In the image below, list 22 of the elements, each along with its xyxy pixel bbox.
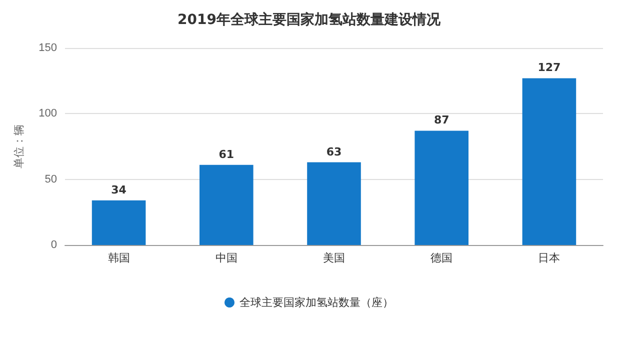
data-label: 61 <box>218 148 234 161</box>
x-tick-label: 韩国 <box>108 252 130 264</box>
bar <box>307 162 361 245</box>
data-label: 87 <box>434 114 450 127</box>
y-tick-label: 0 <box>50 239 57 251</box>
x-tick-label: 中国 <box>215 252 238 264</box>
y-tick-label: 150 <box>38 42 57 54</box>
bar <box>522 78 576 245</box>
x-tick-label: 日本 <box>538 252 560 264</box>
data-label: 63 <box>326 145 342 158</box>
y-axis-title: 单位：辆 <box>12 124 26 168</box>
bar <box>200 164 254 245</box>
y-tick-label: 50 <box>44 173 57 186</box>
data-label: 34 <box>111 183 127 196</box>
bar <box>92 200 146 245</box>
y-tick-label: 100 <box>38 108 57 120</box>
x-tick-label: 德国 <box>430 252 453 264</box>
bar <box>414 130 468 245</box>
legend-label: 全球主要国家加氢站数量（座） <box>240 296 394 309</box>
data-label: 127 <box>538 61 561 74</box>
chart-title: 2019年全球主要国家加氢站数量建设情况 <box>178 11 442 28</box>
x-tick-label: 美国 <box>323 252 345 264</box>
